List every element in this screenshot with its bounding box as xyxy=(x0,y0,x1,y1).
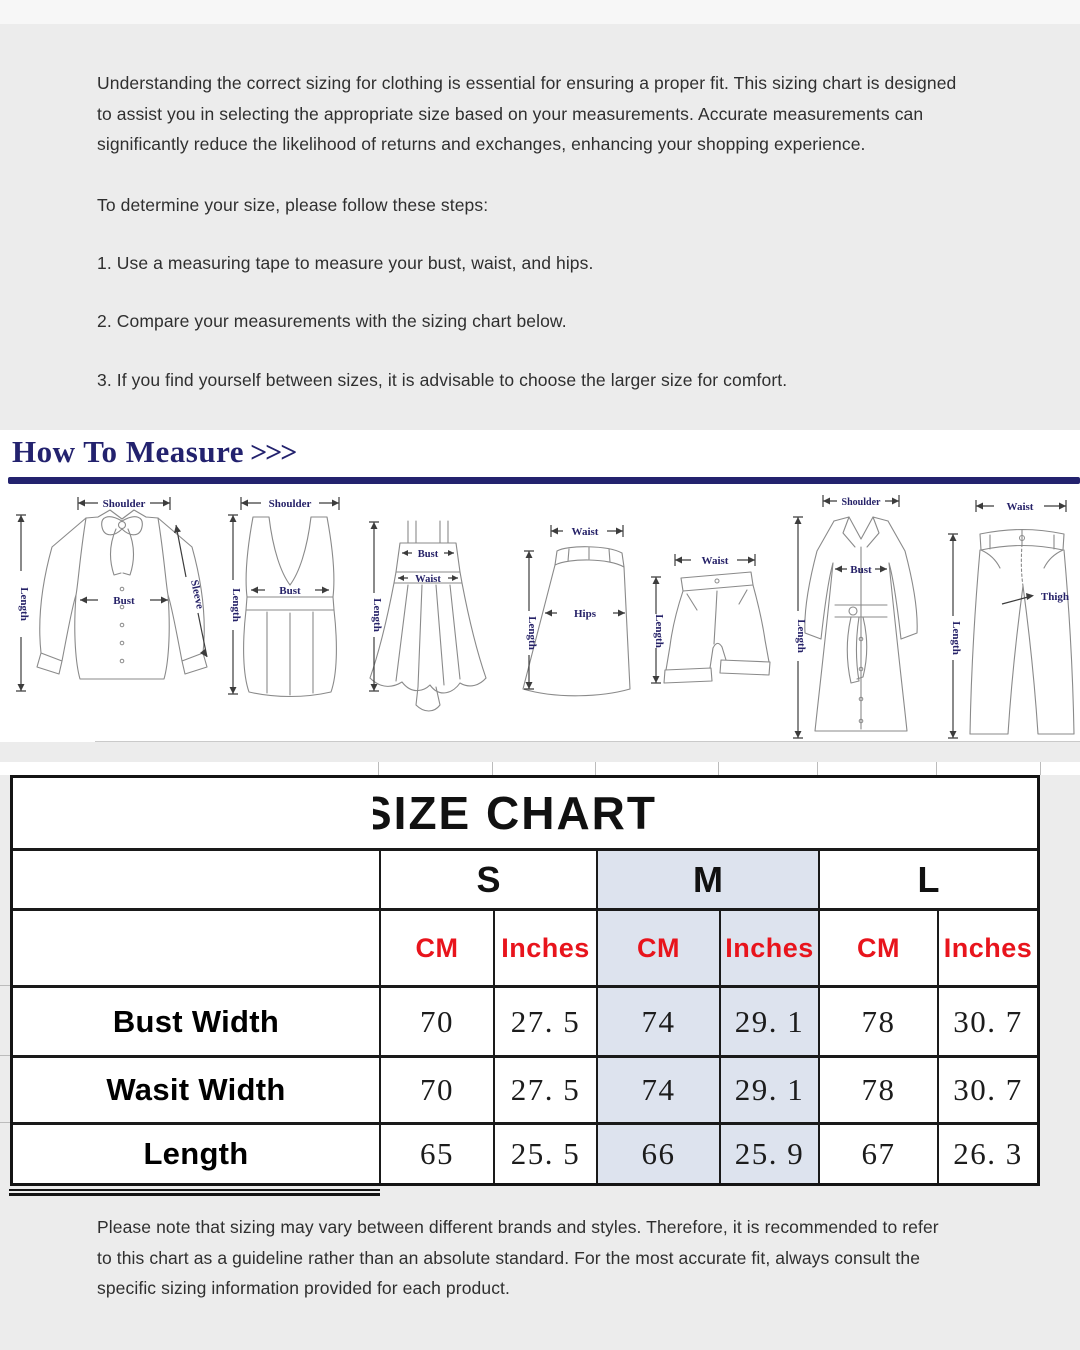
dim-label-waist: Waist xyxy=(702,555,729,567)
coat-diagram: Shoulder Bust Length xyxy=(793,495,918,739)
value-cell: 29. 1 xyxy=(721,1058,820,1125)
unit-header-s-cm: CM xyxy=(381,911,495,988)
intro-line: significantly reduce the likelihood of r… xyxy=(97,134,866,155)
unit-header-m-inches: Inches xyxy=(721,911,820,988)
steps-intro: To determine your size, please follow th… xyxy=(97,195,489,215)
value-cell: 78 xyxy=(820,1058,939,1125)
dim-label-bust: Bust xyxy=(418,549,439,560)
gridline-tick xyxy=(0,985,10,986)
gridline xyxy=(1040,762,1041,775)
gridline xyxy=(492,762,493,775)
measure-step-3: 3. If you find yourself between sizes, i… xyxy=(97,370,788,390)
dim-label-length: Length xyxy=(371,598,383,632)
value-cell: 27. 5 xyxy=(495,988,598,1058)
size-header-l: L xyxy=(820,851,1037,911)
footer-line: specific sizing information provided for… xyxy=(97,1278,510,1299)
row-label: Wasit Width xyxy=(13,1058,381,1125)
unit-header-l-inches: Inches xyxy=(939,911,1037,988)
dim-label-hips: Hips xyxy=(574,608,597,620)
dim-label-shoulder: Shoulder xyxy=(269,498,312,510)
corner-spacer-cell xyxy=(13,911,381,988)
value-cell: 67 xyxy=(820,1125,939,1183)
value-cell: 25. 9 xyxy=(721,1125,820,1183)
value-cell: 74 xyxy=(598,988,721,1058)
skirt-diagram: Waist Hips Length xyxy=(522,525,631,697)
size-header-s: S xyxy=(381,851,598,911)
dim-label-length: Length xyxy=(526,616,538,650)
value-cell: 26. 3 xyxy=(939,1125,1037,1183)
dim-label-bust: Bust xyxy=(113,595,135,607)
dim-label-sleeve: Sleeve xyxy=(188,579,206,610)
footer-line: to this chart as a guideline rather than… xyxy=(97,1247,921,1268)
unit-header-m-cm: CM xyxy=(598,911,721,988)
value-cell: 29. 1 xyxy=(721,988,820,1058)
size-chart-title-cell: SIZE CHART xyxy=(13,778,1037,851)
how-to-measure-section: How To Measure >>> Shoulder Length Bust xyxy=(0,430,1080,742)
value-cell: 30. 7 xyxy=(939,988,1037,1058)
value-cell: 65 xyxy=(381,1125,495,1183)
intro-line: Understanding the correct sizing for clo… xyxy=(97,73,957,93)
pants-diagram: Waist Thigh Length xyxy=(948,500,1075,739)
how-to-measure-label: How To Measure xyxy=(12,434,245,469)
vest-diagram: Shoulder Length Bust xyxy=(228,497,340,698)
size-chart-table: SIZE CHART S M L CM Inches CM Inches CM … xyxy=(10,775,1040,1186)
value-cell: 70 xyxy=(381,988,495,1058)
dim-label-length: Length xyxy=(950,621,962,655)
image-bottom-edge xyxy=(95,741,1080,742)
dim-label-length: Length xyxy=(230,588,242,622)
gridline xyxy=(718,762,719,775)
size-chart-title: SIZE CHART xyxy=(373,787,657,839)
value-cell: 70 xyxy=(381,1058,495,1125)
intro-paragraph: Understanding the correct sizing for clo… xyxy=(97,68,956,160)
row-label: Bust Width xyxy=(13,988,381,1058)
title-clip: SIZE CHART xyxy=(373,778,1037,848)
gridline xyxy=(595,762,596,775)
dim-label-bust: Bust xyxy=(850,564,872,576)
gridline xyxy=(936,762,937,775)
unit-header-l-cm: CM xyxy=(820,911,939,988)
dim-label-waist: Waist xyxy=(415,574,441,585)
dim-label-bust: Bust xyxy=(279,585,301,597)
measure-step-1: 1. Use a measuring tape to measure your … xyxy=(97,253,594,273)
chevrons-icon: >>> xyxy=(250,436,297,469)
dim-label-shoulder: Shoulder xyxy=(842,497,881,508)
dim-label-thigh: Thigh xyxy=(1041,591,1069,603)
value-cell: 30. 7 xyxy=(939,1058,1037,1125)
top-strip xyxy=(0,0,1080,24)
gridline-tick xyxy=(0,1122,10,1123)
value-cell: 25. 5 xyxy=(495,1125,598,1183)
intro-line: to assist you in selecting the appropria… xyxy=(97,103,924,124)
size-header-m: M xyxy=(598,851,820,911)
dress-diagram: Bust Waist Length xyxy=(369,520,487,712)
selection-border xyxy=(9,1193,380,1196)
value-cell: 78 xyxy=(820,988,939,1058)
value-cell: 74 xyxy=(598,1058,721,1125)
value-cell: 27. 5 xyxy=(495,1058,598,1125)
blouse-diagram: Shoulder Length Bust Sleeve xyxy=(16,497,208,692)
dim-label-waist: Waist xyxy=(572,526,599,538)
gridline xyxy=(378,762,379,775)
footer-note: Please note that sizing may vary between… xyxy=(97,1212,939,1304)
gridline-tick xyxy=(0,1055,10,1056)
dim-label-shoulder: Shoulder xyxy=(103,498,146,510)
measure-step-2: 2. Compare your measurements with the si… xyxy=(97,311,567,331)
value-cell: 66 xyxy=(598,1125,721,1183)
row-label: Length xyxy=(13,1125,381,1183)
dim-label-length: Length xyxy=(18,587,30,621)
gridline xyxy=(817,762,818,775)
section-underline xyxy=(8,477,1080,484)
selection-border xyxy=(9,1189,380,1191)
dim-label-length: Length xyxy=(795,619,807,653)
footer-line: Please note that sizing may vary between… xyxy=(97,1217,939,1237)
shorts-diagram: Waist Length xyxy=(651,554,771,684)
unit-header-s-inches: Inches xyxy=(495,911,598,988)
how-to-measure-title: How To Measure >>> xyxy=(12,434,297,470)
dim-label-waist: Waist xyxy=(1007,501,1034,513)
dim-label-length: Length xyxy=(653,614,665,648)
spreadsheet-strip xyxy=(0,762,1080,775)
corner-spacer-cell xyxy=(13,851,381,911)
